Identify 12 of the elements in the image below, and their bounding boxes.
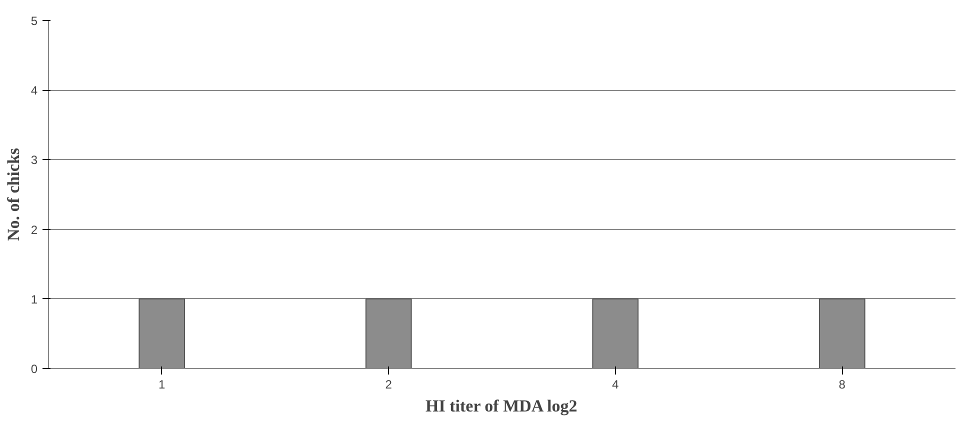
x-tick-label: 4	[612, 378, 620, 392]
x-tick-label: 8	[838, 378, 846, 392]
y-tick-label: 3	[30, 153, 38, 168]
y-tick-label: 1	[30, 292, 38, 306]
y-tick-label: 5	[30, 14, 38, 28]
x-axis-title: HI titer of MDA log2	[426, 396, 578, 416]
y-tick-label: 0	[30, 362, 38, 376]
x-tick-label: 1	[158, 378, 166, 392]
y-tick-label: 4	[30, 84, 38, 98]
y-tick-label: 2	[30, 222, 38, 237]
x-tick-label: 2	[385, 378, 392, 392]
y-axis-title: No. of chicks	[4, 148, 23, 242]
